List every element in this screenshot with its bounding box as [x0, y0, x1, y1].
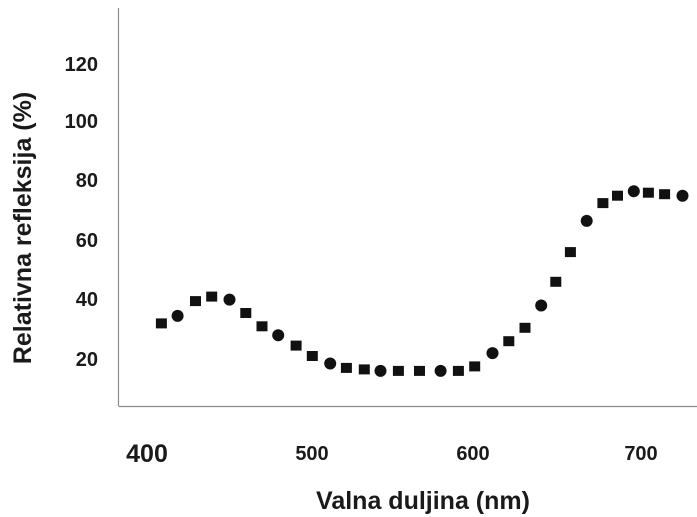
data-point: [340, 362, 352, 373]
data-point: [503, 336, 515, 347]
data-point: [414, 365, 425, 376]
x-tick-label: 400: [126, 440, 168, 468]
data-point: [564, 247, 576, 258]
y-tick-label: 20: [76, 349, 98, 371]
data-point: [240, 308, 252, 318]
y-tick-labels: 20 40 60 80 100 120: [65, 54, 98, 371]
data-point: [486, 347, 499, 360]
data-point: [642, 187, 654, 198]
y-axis-title: Relativna refleksija (%): [9, 92, 37, 364]
data-point: [190, 296, 201, 307]
plot-area: [117, 8, 697, 408]
x-tick-label: 500: [295, 443, 328, 465]
data-point: [535, 299, 548, 312]
data-point: [659, 189, 671, 200]
x-tick-label: 600: [456, 443, 489, 465]
data-point: [223, 293, 236, 306]
x-axis-title: Valna duljina (nm): [316, 487, 530, 515]
data-point: [155, 318, 167, 329]
data-point: [290, 340, 302, 351]
y-tick-label: 100: [65, 111, 98, 133]
data-point: [171, 309, 184, 322]
data-point: [580, 214, 593, 227]
x-tick-labels: 400 500 600 700: [126, 440, 658, 468]
data-point: [206, 291, 218, 302]
data-point: [519, 322, 531, 333]
data-point: [452, 365, 464, 376]
y-tick-label: 60: [76, 230, 98, 252]
y-tick-label: 120: [65, 54, 98, 76]
y-tick-label: 40: [76, 289, 98, 311]
y-tick-label: 80: [76, 170, 98, 192]
data-point: [597, 198, 609, 209]
x-tick-label: 700: [624, 443, 657, 465]
data-point: [324, 357, 337, 370]
data-point: [272, 329, 285, 342]
data-point: [550, 276, 562, 287]
data-point: [469, 361, 481, 372]
data-point: [676, 189, 689, 202]
data-points: [155, 185, 689, 377]
data-point: [392, 365, 404, 376]
data-point: [306, 351, 318, 361]
data-point: [612, 190, 623, 201]
data-point: [627, 185, 640, 198]
data-point: [358, 364, 370, 375]
data-point: [256, 321, 268, 332]
data-point: [374, 364, 387, 377]
data-point: [434, 364, 447, 377]
